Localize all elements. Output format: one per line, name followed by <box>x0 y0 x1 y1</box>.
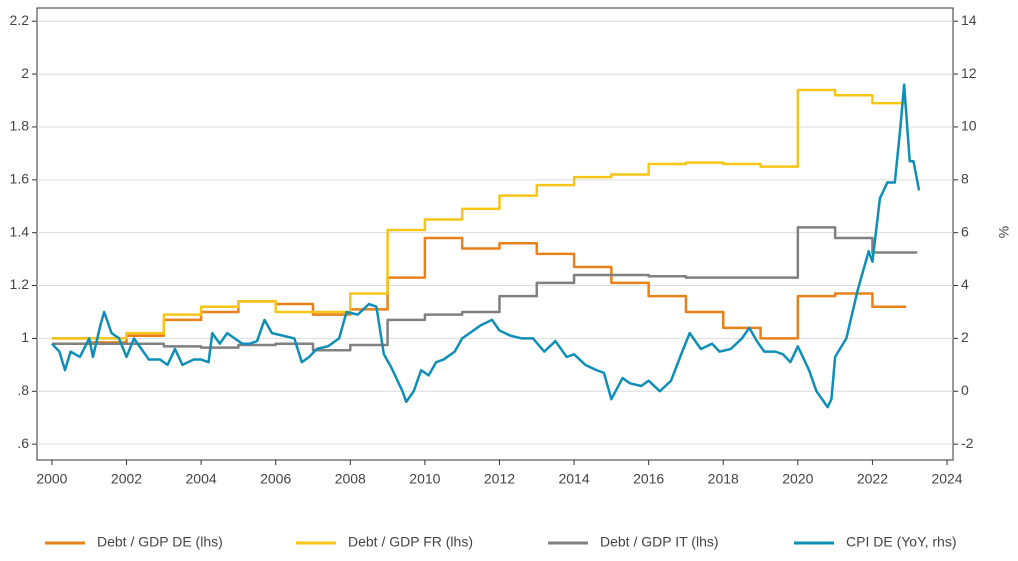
series-line <box>51 226 918 352</box>
legend-label: Debt / GDP IT (lhs) <box>600 534 719 550</box>
y2-tick-label: 12 <box>961 65 977 81</box>
x-tick-label: 2020 <box>782 471 813 487</box>
x-tick-label: 2022 <box>857 471 888 487</box>
y-tick-label: 2 <box>21 65 29 81</box>
series-line <box>51 83 921 409</box>
y2-tick-label: 14 <box>961 12 977 28</box>
y-tick-label: 1.6 <box>10 171 30 187</box>
x-tick-label: 2016 <box>633 471 664 487</box>
x-tick-label: 2018 <box>708 471 739 487</box>
y2-tick-label: 0 <box>961 382 969 398</box>
y-tick-label: 1.4 <box>10 223 30 239</box>
y-tick-label: 1 <box>21 329 29 345</box>
y-tick-label: .8 <box>17 382 29 398</box>
series-line <box>51 236 907 344</box>
x-tick-label: 2006 <box>260 471 291 487</box>
legend-label: Debt / GDP FR (lhs) <box>348 534 473 550</box>
y-tick-label: .6 <box>17 435 29 451</box>
x-tick-label: 2014 <box>558 471 589 487</box>
y-tick-label: 2.2 <box>10 12 30 28</box>
x-tick-label: 2004 <box>186 471 217 487</box>
x-tick-label: 2010 <box>409 471 440 487</box>
y2-tick-label: 2 <box>961 329 969 345</box>
x-tick-label: 2012 <box>484 471 515 487</box>
x-tick-label: 2002 <box>111 471 142 487</box>
y2-tick-label: 6 <box>961 223 969 239</box>
y2-tick-label: -2 <box>961 435 974 451</box>
legend-label: CPI DE (YoY, rhs) <box>846 534 957 550</box>
y2-axis-label: % <box>996 226 1012 238</box>
x-tick-label: 2024 <box>931 471 962 487</box>
y-tick-label: 1.2 <box>10 276 30 292</box>
series-line <box>51 88 907 340</box>
plot-frame <box>36 7 954 461</box>
x-tick-label: 2000 <box>36 471 67 487</box>
y-tick-label: 1.8 <box>10 118 30 134</box>
x-tick-label: 2008 <box>335 471 366 487</box>
y2-tick-label: 10 <box>961 118 977 134</box>
y2-tick-label: 8 <box>961 171 969 187</box>
legend-label: Debt / GDP DE (lhs) <box>97 534 223 550</box>
y2-tick-label: 4 <box>961 276 969 292</box>
